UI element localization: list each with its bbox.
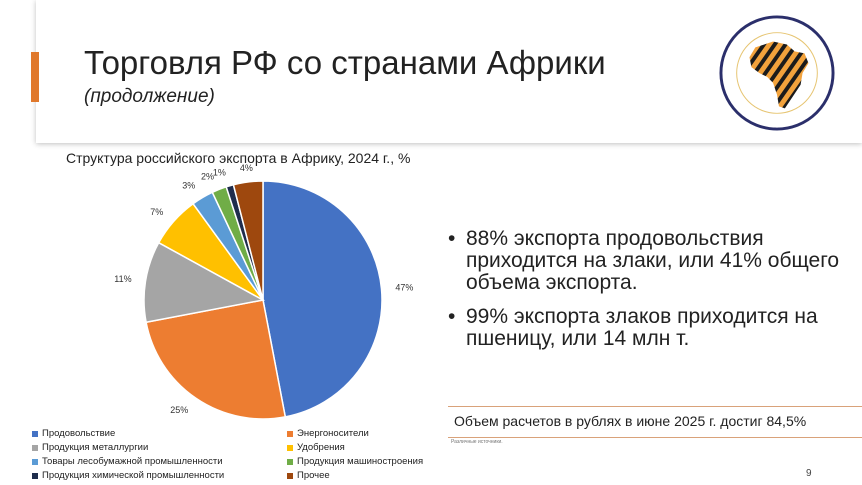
legend-swatch bbox=[287, 444, 293, 451]
legend-swatch bbox=[32, 444, 38, 451]
legend-item: Продукция машиностроения bbox=[287, 456, 423, 467]
africa-logo bbox=[719, 15, 835, 131]
pie-data-label: 3% bbox=[182, 181, 195, 191]
chart-title: Структура российского экспорта в Африку,… bbox=[66, 150, 411, 166]
pie-slice-8 bbox=[232, 180, 264, 301]
legend-item: Удобрения bbox=[287, 442, 345, 453]
pie-chart: 47% 25% 11% 7% 3% 2%1% 4% bbox=[114, 163, 413, 420]
bullet-list: 88% экспорта продовольствия приходится н… bbox=[448, 228, 858, 362]
legend-label: Продукция машиностроения bbox=[297, 456, 424, 467]
pie-data-label: 2% bbox=[201, 171, 214, 181]
legend-item: Продукция химической промышленности bbox=[32, 470, 224, 481]
pie-data-label: 4% bbox=[240, 163, 253, 173]
pie-data-label: 47% bbox=[395, 282, 413, 292]
legend-label: Прочее bbox=[297, 470, 330, 481]
legend-item: Энергоносители bbox=[287, 428, 369, 439]
page-number: 9 bbox=[806, 468, 812, 479]
pie-data-label: 7% bbox=[150, 207, 163, 217]
legend-label: Товары лесобумажной промышленности bbox=[42, 456, 223, 467]
legend-swatch bbox=[32, 458, 38, 465]
legend-label: Продукция химической промышленности bbox=[42, 470, 225, 481]
legend-item: Продукция металлургии bbox=[32, 442, 148, 453]
accent-bar bbox=[31, 52, 39, 102]
pie-slice-3 bbox=[143, 241, 266, 324]
bullet-item: 99% экспорта злаков приходится на пшениц… bbox=[448, 306, 858, 350]
callout-text: Объем расчетов в рублях в июне 2025 г. д… bbox=[454, 413, 807, 429]
bullet-item: 88% экспорта продовольствия приходится н… bbox=[448, 228, 858, 294]
legend-label: Продовольствие bbox=[42, 428, 116, 439]
slide-title: Торговля РФ со странами Африки bbox=[84, 44, 606, 81]
callout-box: Объем расчетов в рублях в июне 2025 г. д… bbox=[448, 406, 862, 438]
legend-swatch bbox=[287, 472, 293, 479]
pie-data-label: 11% bbox=[114, 274, 131, 284]
legend-item: Продовольствие bbox=[32, 428, 115, 439]
source-note: Различные источники. bbox=[451, 439, 503, 445]
pie-slice-2 bbox=[145, 299, 287, 420]
pie-slice-1 bbox=[262, 180, 383, 418]
legend-label: Энергоносители bbox=[297, 428, 369, 439]
legend-item: Товары лесобумажной промышленности bbox=[32, 456, 223, 467]
pie-data-label: 25% bbox=[170, 405, 188, 415]
legend-label: Удобрения bbox=[297, 442, 345, 453]
legend-swatch bbox=[287, 458, 293, 465]
legend-item: Прочее bbox=[287, 470, 330, 481]
slide-subtitle: (продолжение) bbox=[84, 86, 215, 107]
legend-swatch bbox=[32, 430, 38, 437]
legend-swatch bbox=[287, 430, 293, 437]
pie-data-label: 1% bbox=[213, 167, 226, 177]
legend-swatch bbox=[32, 472, 38, 479]
legend-label: Продукция металлургии bbox=[42, 442, 149, 453]
